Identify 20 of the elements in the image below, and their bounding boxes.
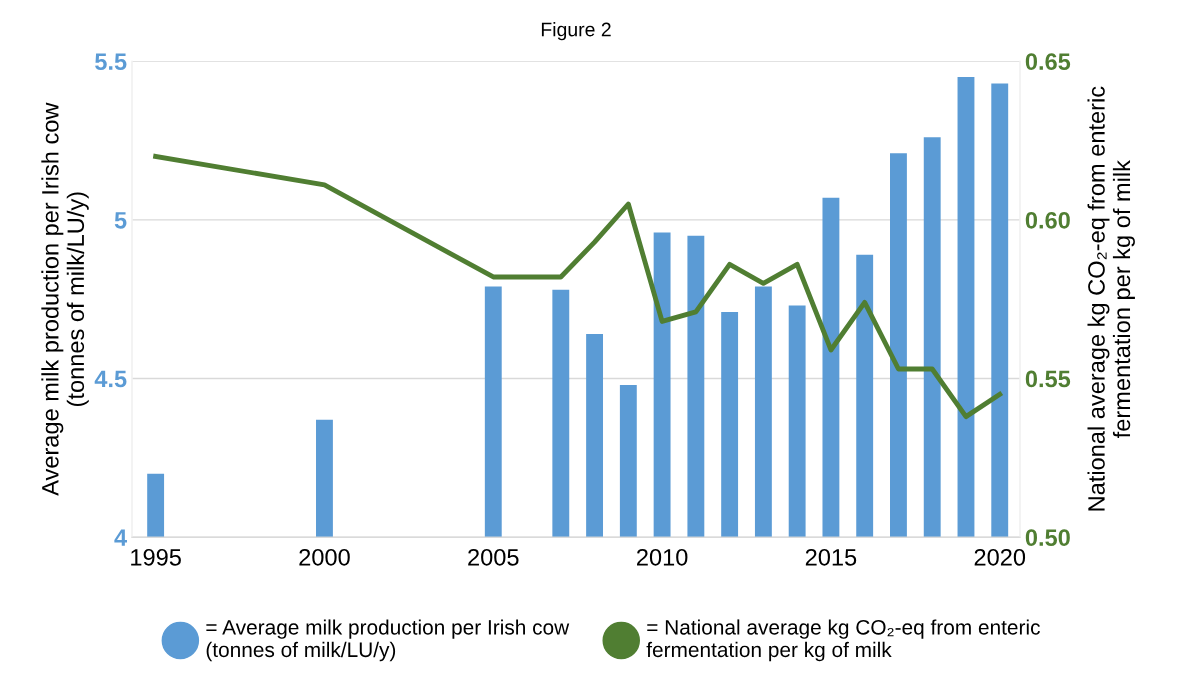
x-tick-label: 1995 — [131, 548, 181, 566]
y-tick-label: 4 — [114, 529, 128, 546]
line-series — [153, 153, 1003, 420]
x-tick-label: 2020 — [974, 548, 1026, 566]
y-tick-label: 5 — [114, 212, 127, 229]
y-tick-label: 4.5 — [94, 370, 127, 388]
y2-tick-label: 0.65 — [1025, 53, 1071, 70]
x-tick-label: 2000 — [299, 548, 350, 566]
legend-label: = Average milk production per Irish cow (tonnes of milk/LU/y) — [206, 619, 570, 662]
x-tick-label: 2005 — [468, 548, 519, 566]
y2-tick-label: 0.55 — [1025, 370, 1071, 388]
x-tick-label: 2015 — [805, 548, 857, 566]
y2-tick-label: 0.60 — [1025, 211, 1070, 229]
y2-tick-label: 0.50 — [1025, 529, 1070, 546]
y2-axis-title: National average kg CO₂-eq from enteric fermentation per kg of milk — [1087, 86, 1135, 511]
y-tick-label: 5.5 — [95, 53, 127, 70]
chart-title: Figure 2 — [541, 22, 611, 41]
y-axis-title: Average milk production per Irish cow (tonnes of milk/LU/y) — [41, 102, 89, 496]
x-tick-label: 2010 — [637, 548, 688, 566]
legend-label: = National average kg CO₂-eq from enteric fermentation per kg of milk — [646, 619, 1040, 662]
